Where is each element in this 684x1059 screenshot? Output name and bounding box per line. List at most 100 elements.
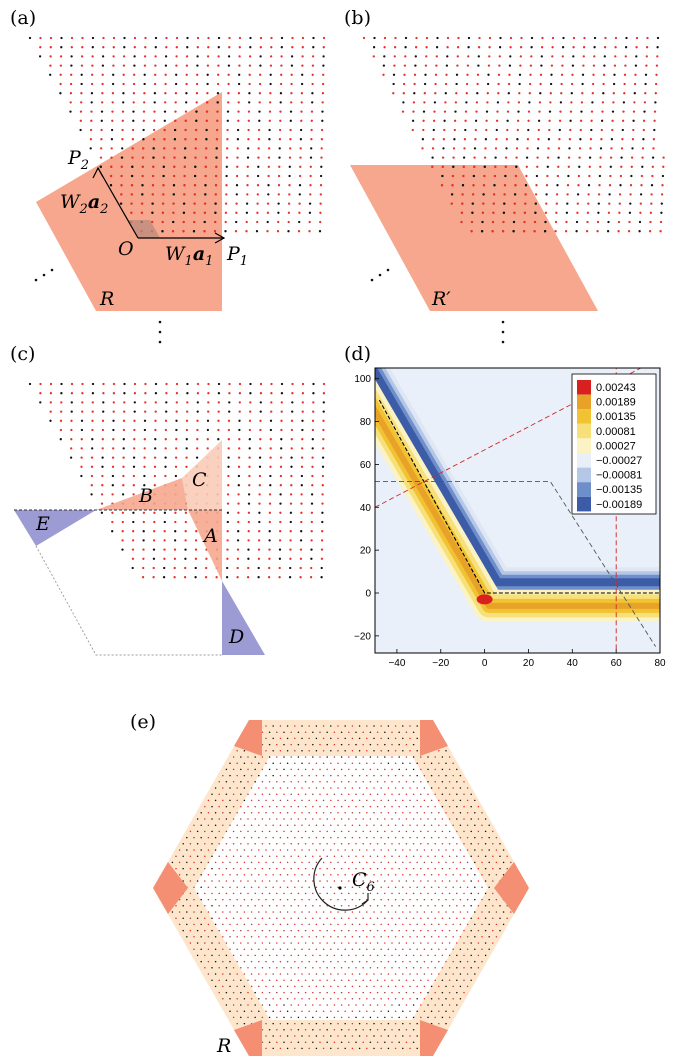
- hex-lattice-dot: [308, 973, 310, 975]
- hex-lattice-dot: [304, 967, 307, 969]
- lattice-dot: [373, 36, 376, 40]
- lattice-dot: [495, 138, 498, 141]
- lattice-dot: [236, 539, 240, 542]
- hex-lattice-dot: [481, 936, 483, 938]
- lattice-dot: [425, 55, 428, 58]
- hex-lattice-dot: [290, 867, 292, 870]
- hex-lattice-dot: [304, 880, 307, 882]
- lattice-dot: [172, 202, 175, 205]
- hex-lattice-dot: [312, 843, 314, 845]
- hex-lattice-dot: [459, 799, 462, 802]
- hex-lattice-dot: [391, 731, 393, 733]
- hex-lattice-dot: [348, 855, 350, 857]
- lattice-dot: [183, 156, 187, 159]
- hex-lattice-dot: [481, 812, 483, 814]
- lattice-dot: [443, 119, 446, 122]
- lattice-dot: [204, 156, 208, 159]
- hex-lattice-dot: [391, 1016, 393, 1019]
- lattice-dot: [196, 73, 199, 76]
- lattice-dot: [234, 230, 238, 233]
- lattice-dot: [455, 82, 458, 86]
- hex-lattice-dot: [301, 750, 303, 752]
- hex-lattice-dot: [448, 991, 451, 994]
- lattice-dot: [617, 230, 620, 233]
- hex-lattice-dot: [261, 967, 264, 969]
- hex-lattice-dot: [268, 855, 271, 857]
- lattice-dot: [238, 410, 241, 413]
- hex-lattice-dot: [207, 886, 210, 888]
- hex-lattice-dot: [369, 768, 372, 771]
- hex-lattice-dot: [355, 818, 357, 820]
- lattice-dot: [432, 119, 436, 122]
- lattice-dot: [319, 174, 323, 178]
- lattice-dot: [465, 101, 468, 104]
- hex-lattice-dot: [178, 911, 181, 913]
- heatmap: [375, 368, 660, 653]
- lattice-dot: [587, 202, 590, 205]
- hex-lattice-dot: [362, 743, 364, 746]
- lattice-dot: [475, 110, 478, 113]
- hex-lattice-dot: [391, 818, 393, 820]
- lattice-dot: [311, 484, 314, 487]
- hex-lattice-dot: [376, 781, 379, 783]
- hex-lattice-dot: [441, 805, 444, 808]
- lattice-dot: [383, 46, 386, 49]
- lattice-dot: [322, 55, 325, 58]
- lattice-dot: [162, 193, 165, 196]
- lattice-dot: [91, 447, 94, 450]
- lattice-dot: [133, 55, 136, 58]
- hex-lattice-dot: [380, 725, 382, 727]
- hex-lattice-dot: [405, 843, 408, 845]
- lattice-dot: [269, 55, 273, 58]
- lattice-dot: [301, 36, 305, 40]
- lattice-dot: [661, 184, 664, 187]
- lattice-dot: [653, 110, 657, 113]
- hex-lattice-dot: [268, 942, 271, 944]
- hex-lattice-dot: [387, 849, 390, 851]
- hex-lattice-dot: [398, 743, 400, 746]
- hex-lattice-dot: [481, 849, 483, 851]
- hex-lattice-dot: [337, 725, 339, 727]
- lattice-dot: [321, 474, 325, 478]
- lattice-dot: [184, 119, 187, 122]
- lattice-dot: [269, 456, 272, 459]
- hex-lattice-dot: [261, 1041, 264, 1043]
- dotted-outline: [35, 545, 222, 656]
- lattice-dot: [235, 211, 238, 214]
- lattice-dot: [461, 202, 464, 205]
- lattice-dot: [268, 539, 271, 542]
- lattice-dot: [246, 174, 249, 178]
- hex-lattice-dot: [236, 898, 238, 901]
- hex-lattice-dot: [394, 1022, 397, 1025]
- lattice-dot: [141, 156, 145, 159]
- hex-lattice-dot: [416, 998, 418, 1000]
- hex-lattice-dot: [466, 849, 469, 851]
- hex-lattice-dot: [402, 1047, 404, 1050]
- lattice-dot: [473, 165, 476, 168]
- hex-lattice-dot: [261, 855, 264, 857]
- hex-lattice-dot: [337, 750, 339, 752]
- plot-frame: [374, 367, 661, 654]
- hex-lattice-dot: [178, 923, 181, 926]
- hex-lattice-dot: [272, 774, 274, 777]
- hex-lattice-dot: [351, 973, 354, 975]
- hex-lattice-dot: [344, 948, 346, 950]
- hex-lattice-dot: [204, 917, 206, 919]
- hex-lattice-dot: [412, 1016, 415, 1019]
- hex-lattice-dot: [402, 1022, 404, 1025]
- hex-lattice-dot: [301, 725, 303, 727]
- hex-lattice-dot: [301, 948, 303, 950]
- hex-lattice-dot: [441, 843, 444, 845]
- lattice-dot: [49, 410, 52, 413]
- hex-lattice-dot: [207, 948, 210, 950]
- hex-lattice-dot: [366, 923, 368, 926]
- hex-lattice-dot: [391, 991, 393, 994]
- hex-lattice-dot: [376, 793, 379, 795]
- hex-lattice-dot: [247, 954, 249, 957]
- lattice-dot: [236, 566, 239, 570]
- lattice-dot: [597, 211, 600, 214]
- hex-lattice-dot: [448, 855, 451, 857]
- lattice-dot: [628, 211, 632, 214]
- hex-lattice-dot: [423, 874, 426, 876]
- hex-lattice-dot: [394, 725, 397, 727]
